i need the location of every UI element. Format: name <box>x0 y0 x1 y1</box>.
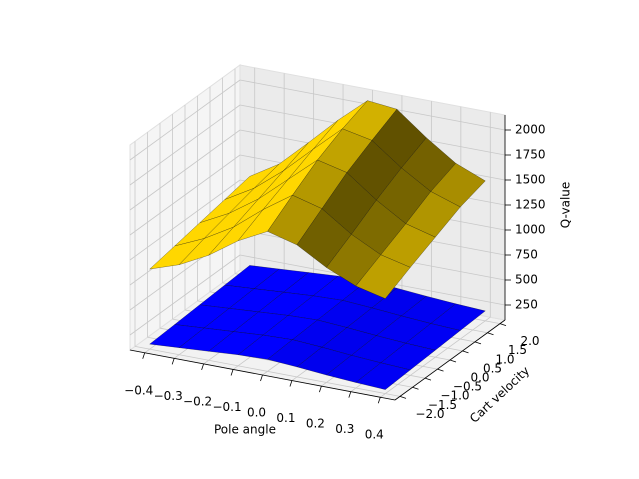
x-tick-label: −0.4 <box>124 383 153 397</box>
x-tick <box>377 397 381 404</box>
x-tick-label: 0.1 <box>276 411 295 425</box>
grid-line <box>129 254 241 336</box>
z-tick-label: 500 <box>515 273 538 287</box>
grid-line <box>129 179 241 261</box>
grid-line <box>129 104 241 186</box>
y-tick <box>499 323 507 327</box>
x-tick <box>260 374 263 382</box>
z-tick-label: 2000 <box>515 123 546 137</box>
z-axis-label: Q-value <box>559 182 573 229</box>
x-tick-label: 0.0 <box>247 406 266 420</box>
y-tick-label: −0.5 <box>453 380 482 394</box>
labels: −0.4 −0.3 −0.2 −0.1 0.0 0.1 0.2 0.3 0.4−2.0−1.5−… <box>124 123 545 442</box>
z-tick-label: 1250 <box>515 198 546 212</box>
z-tick-label: 250 <box>515 298 538 312</box>
x-tick <box>348 391 352 398</box>
x-tick <box>289 380 293 387</box>
grid-line <box>129 129 241 211</box>
y-tick-label: 1.0 <box>495 352 514 366</box>
x-tick-label: 0.2 <box>306 417 325 431</box>
x-tick-label: 0.4 <box>365 428 384 442</box>
grid-line <box>129 154 241 236</box>
grid-line <box>134 345 401 397</box>
y-tick-label: 1.5 <box>508 343 527 357</box>
x-tick <box>319 385 322 393</box>
z-tick-label: 1750 <box>515 148 546 162</box>
y-tick <box>424 377 432 381</box>
x-tick <box>142 352 146 359</box>
surface-patch <box>355 362 411 390</box>
y-tick <box>474 341 482 345</box>
grid-line <box>129 79 241 161</box>
y-tick <box>449 359 457 363</box>
x-tick-label: −0.3 <box>154 389 183 403</box>
x-axis-label: Pole angle <box>214 423 276 437</box>
x-tick-label: −0.1 <box>212 400 241 414</box>
y-tick-label: 0.0 <box>470 371 489 385</box>
x-tick-label: −0.2 <box>183 394 212 408</box>
y-tick-label: −1.5 <box>428 398 457 412</box>
y-tick <box>399 395 407 399</box>
surface-patch <box>355 254 411 299</box>
y-tick-label: −2.0 <box>415 407 444 421</box>
y-tick-label: −1.0 <box>440 389 469 403</box>
x-tick <box>171 358 175 365</box>
y-tick <box>462 350 469 354</box>
y-tick <box>437 368 444 372</box>
z-tick-label: 1000 <box>515 223 546 237</box>
y-tick <box>487 332 494 336</box>
z-tick-label: 1500 <box>515 173 546 187</box>
y-tick-label: 2.0 <box>520 334 539 348</box>
x-tick-label: 0.3 <box>335 422 354 436</box>
x-tick <box>230 369 234 376</box>
y-tick-label: 0.5 <box>483 361 502 375</box>
x-tick <box>201 363 204 371</box>
y-tick <box>412 386 419 390</box>
surfaces <box>149 100 486 390</box>
z-tick-label: 750 <box>515 248 538 262</box>
